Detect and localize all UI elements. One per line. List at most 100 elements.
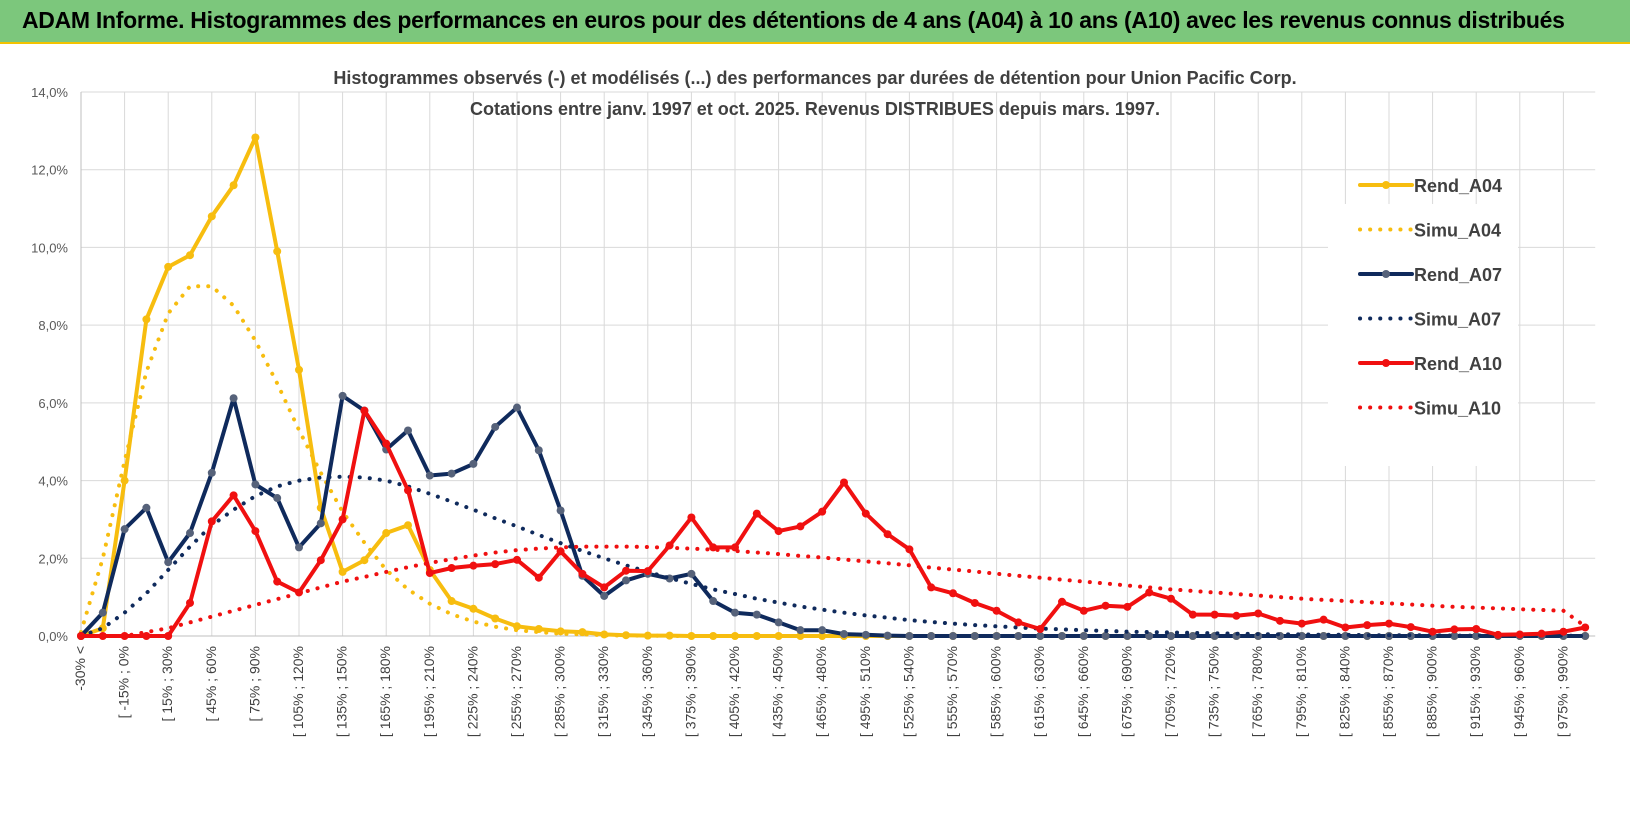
data-point-rend_a07	[818, 626, 827, 635]
data-point-rend_a04	[251, 133, 260, 142]
x-tick-label: [ 135% ; 150%	[334, 646, 350, 737]
x-tick-label: [ 915% ; 930%	[1467, 646, 1483, 737]
legend-marker-rend_a04	[1382, 181, 1390, 189]
data-point-rend_a10	[207, 517, 216, 526]
data-point-rend_a07	[709, 597, 718, 606]
data-point-rend_a07	[207, 468, 216, 477]
data-point-rend_a10	[273, 577, 282, 586]
data-point-rend_a10	[643, 567, 652, 576]
data-point-rend_a04	[273, 247, 282, 256]
legend-label-rend_a07: Rend_A07	[1414, 265, 1502, 285]
x-tick-label: [ 975% ; 990%	[1554, 646, 1570, 737]
x-tick-label: [ 465% ; 480%	[813, 646, 829, 737]
data-point-rend_a10	[447, 564, 456, 572]
data-point-rend_a10	[949, 589, 957, 598]
data-point-rend_a07	[513, 403, 521, 412]
data-point-rend_a07	[273, 494, 282, 503]
y-tick-label: 14,0%	[31, 85, 68, 100]
data-point-rend_a04	[731, 632, 739, 640]
data-point-rend_a10	[251, 527, 260, 536]
data-point-rend_a10	[709, 543, 718, 552]
data-point-rend_a04	[404, 521, 412, 530]
data-point-rend_a04	[186, 251, 194, 260]
data-point-rend_a10	[927, 583, 936, 592]
data-point-rend_a04	[360, 556, 369, 565]
data-point-rend_a07	[1167, 632, 1175, 640]
data-point-rend_a10	[1341, 623, 1350, 632]
data-point-rend_a10	[1494, 630, 1502, 639]
y-axis-ticks: 0,0% 2,0% 4,0% 6,0% 8,0% 10,0% 12,0% 14,0%	[31, 85, 68, 644]
data-point-rend_a10	[1101, 601, 1110, 610]
data-point-rend_a04	[338, 567, 347, 576]
legend-label-rend_a10: Rend_A10	[1414, 354, 1502, 374]
data-point-rend_a10	[1472, 625, 1481, 634]
legend-label-rend_a04: Rend_A04	[1414, 176, 1502, 196]
data-point-rend_a07	[425, 471, 434, 480]
x-tick-label: [ 945% ; 960%	[1511, 646, 1527, 737]
data-point-rend_a07	[1581, 632, 1590, 640]
legend-label-simu_a10: Simu_A10	[1414, 399, 1501, 419]
x-tick-label: [ 885% ; 900%	[1424, 646, 1440, 737]
data-point-rend_a10	[1385, 619, 1393, 628]
data-point-rend_a10	[1319, 615, 1328, 624]
data-point-rend_a04	[513, 622, 521, 631]
x-tick-label: [ 495% ; 510%	[857, 646, 873, 737]
data-point-rend_a10	[316, 556, 325, 565]
y-tick-label: 6,0%	[38, 396, 68, 411]
data-point-rend_a10	[404, 486, 412, 495]
x-tick-label: [ 45% ; 60%	[203, 646, 219, 722]
data-point-rend_a10	[774, 527, 783, 536]
data-point-rend_a10	[687, 513, 696, 522]
x-tick-label: [ 675% ; 690%	[1118, 646, 1134, 737]
data-point-rend_a10	[513, 555, 521, 564]
data-point-rend_a04	[382, 529, 391, 538]
data-point-rend_a07	[1101, 632, 1110, 640]
data-point-rend_a07	[731, 608, 739, 617]
data-point-rend_a04	[687, 632, 696, 640]
data-point-rend_a04	[578, 628, 587, 637]
data-point-rend_a07	[534, 446, 543, 455]
data-point-rend_a07	[687, 569, 696, 578]
data-point-rend_a07	[905, 632, 914, 640]
data-point-rend_a10	[1123, 602, 1132, 611]
legend-background	[1328, 204, 1518, 466]
data-point-rend_a07	[992, 632, 1001, 640]
data-point-rend_a04	[491, 614, 500, 623]
data-point-rend_a10	[491, 560, 500, 569]
data-point-rend_a07	[1472, 632, 1481, 640]
data-point-rend_a07	[229, 394, 238, 403]
data-point-rend_a10	[992, 606, 1001, 615]
data-point-rend_a04	[164, 262, 173, 271]
x-tick-label: [ 735% ; 750%	[1206, 646, 1222, 737]
data-point-rend_a10	[752, 509, 761, 518]
legend-marker-rend_a07	[1382, 270, 1390, 278]
data-point-rend_a10	[120, 632, 129, 640]
data-point-rend_a07	[1450, 632, 1459, 640]
data-point-rend_a07	[949, 632, 957, 640]
data-point-rend_a07	[491, 422, 500, 431]
data-point-rend_a10	[1428, 627, 1437, 636]
x-tick-label: [ -15% ; 0%	[116, 646, 132, 718]
series-line-rend_a07	[79, 393, 1588, 638]
x-tick-label: [ 285% ; 300%	[552, 646, 568, 737]
x-tick-label: [ 105% ; 120%	[290, 646, 306, 737]
data-point-rend_a07	[796, 626, 805, 635]
data-point-rend_a10	[469, 561, 478, 570]
data-point-rend_a10	[840, 478, 848, 487]
data-point-rend_a10	[1515, 630, 1524, 639]
x-tick-label: [ 315% ; 330%	[595, 646, 611, 737]
data-point-rend_a10	[382, 439, 391, 448]
y-tick-label: 0,0%	[38, 629, 68, 644]
data-point-rend_a07	[883, 631, 892, 640]
data-point-rend_a10	[338, 515, 347, 524]
data-point-rend_a07	[1058, 632, 1066, 640]
data-point-rend_a10	[1276, 616, 1284, 625]
data-point-rend_a07	[1036, 632, 1045, 640]
data-point-rend_a07	[1014, 632, 1023, 640]
data-point-rend_a07	[447, 469, 456, 478]
data-point-rend_a07	[316, 519, 325, 528]
data-point-rend_a10	[578, 569, 587, 578]
x-tick-label: [ 525% ; 540%	[900, 646, 916, 737]
data-point-rend_a10	[1450, 625, 1459, 634]
data-point-rend_a07	[556, 506, 565, 515]
